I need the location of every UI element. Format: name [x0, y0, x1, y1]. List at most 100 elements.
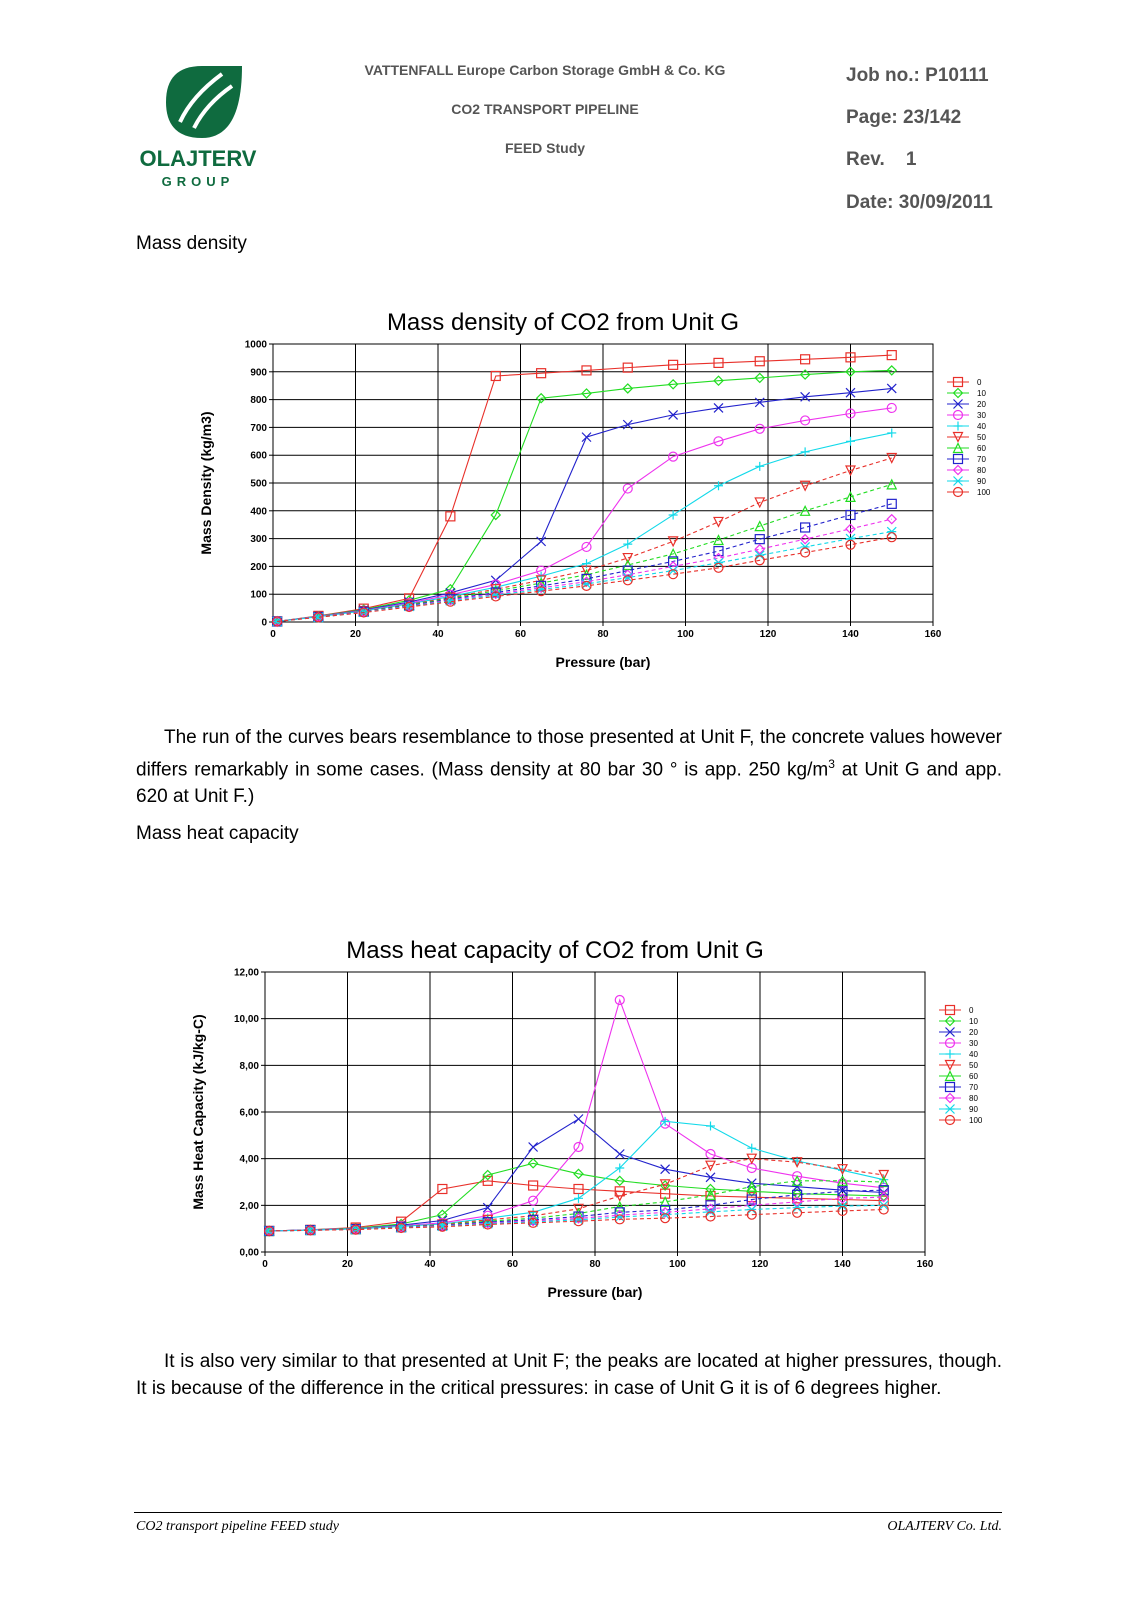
chart-grid — [269, 343, 934, 626]
legend-marker — [945, 1104, 955, 1114]
data-point — [445, 511, 456, 522]
data-point — [713, 552, 724, 564]
data-point — [272, 616, 283, 627]
series-40 — [272, 428, 897, 626]
header-project: CO2 TRANSPORT PIPELINE — [451, 101, 639, 117]
data-point — [845, 523, 856, 535]
data-point — [713, 534, 724, 546]
y-tick-label: 2,00 — [240, 1201, 260, 1212]
chart-legend: 0 10 20 30 40 50 60 70 80 90 100 — [947, 376, 991, 498]
y-tick-label: 800 — [250, 395, 267, 406]
x-tick-label: 80 — [589, 1259, 601, 1270]
data-point — [845, 509, 856, 521]
data-point — [746, 1194, 757, 1205]
data-point — [659, 1195, 671, 1207]
y-tick-label: 200 — [250, 562, 267, 573]
data-point — [713, 403, 724, 413]
x-tick-label: 140 — [842, 629, 859, 640]
data-point — [886, 452, 898, 464]
data-point — [705, 1183, 716, 1195]
section-heading-mass-density: Mass density — [136, 233, 247, 254]
data-point — [622, 569, 634, 581]
paragraph-heat-capacity-comment: It is also very similar to that presente… — [136, 1351, 1002, 1399]
data-point — [614, 1175, 626, 1187]
data-point — [536, 586, 547, 597]
paragraph-density-comment: The run of the curves bears resemblance … — [136, 724, 1002, 810]
legend-label: 40 — [977, 422, 986, 431]
data-point — [705, 1188, 716, 1200]
header-job-number: Job no.: P10111 — [846, 65, 989, 86]
company-logo: OLAJTERV GROUP — [140, 66, 257, 189]
data-point — [667, 378, 679, 390]
legend-marker — [952, 464, 964, 476]
y-tick-label: 100 — [250, 590, 267, 601]
data-point — [490, 591, 501, 602]
paragraph-density-text-b: at Unit G and app. 620 at Unit F.) — [136, 759, 1002, 808]
legend-label: 50 — [969, 1061, 978, 1070]
legend-marker — [944, 1114, 956, 1126]
data-point — [886, 513, 898, 525]
chart-legend: 0 10 20 30 40 50 60 70 80 90 100 — [939, 1004, 983, 1126]
y-tick-label: 300 — [250, 534, 267, 545]
data-point — [791, 1174, 803, 1186]
data-point — [403, 600, 415, 612]
series-line — [277, 432, 892, 622]
legend-label: 70 — [969, 1083, 978, 1092]
data-point — [614, 1212, 625, 1222]
data-point — [754, 497, 766, 509]
legend-marker — [953, 421, 963, 431]
x-axis-label: Pressure (bar) — [548, 1284, 643, 1300]
data-point — [800, 415, 811, 426]
data-point — [574, 1193, 583, 1203]
data-point — [886, 498, 897, 509]
data-point — [886, 350, 897, 361]
series-line — [277, 536, 892, 622]
data-point — [536, 584, 547, 595]
data-point — [668, 409, 679, 420]
paragraph-density-text-a: The run of the curves bears resemblance … — [136, 727, 1002, 781]
y-tick-label: 1000 — [245, 340, 268, 351]
legend-marker — [952, 409, 964, 421]
legend-marker — [952, 442, 964, 454]
data-point — [837, 1164, 848, 1176]
header-study: FEED Study — [504, 140, 586, 156]
data-point — [622, 383, 634, 394]
data-point — [713, 516, 724, 528]
data-point — [536, 580, 547, 591]
data-point — [573, 1216, 584, 1227]
data-point — [754, 356, 765, 367]
data-point — [622, 575, 633, 586]
data-point — [490, 590, 501, 600]
data-point — [445, 596, 456, 607]
data-point — [713, 562, 724, 573]
chart-title: Mass density of CO2 from Unit G — [387, 309, 739, 336]
data-point — [660, 1164, 671, 1175]
data-point — [845, 352, 856, 363]
legend-marker — [944, 1059, 956, 1071]
data-point — [535, 575, 547, 587]
data-point — [705, 1211, 716, 1222]
y-axis-label: Mass Heat Capacity (kJ/kg-C) — [190, 1014, 206, 1209]
data-point — [754, 543, 766, 555]
x-tick-label: 20 — [342, 1259, 354, 1270]
data-point — [845, 491, 856, 502]
data-point — [705, 1160, 716, 1172]
data-point — [622, 552, 634, 564]
legend-label: 0 — [977, 378, 982, 387]
data-point — [845, 366, 856, 378]
x-tick-label: 40 — [424, 1259, 436, 1270]
data-point — [713, 436, 724, 447]
x-tick-label: 140 — [834, 1259, 851, 1270]
x-axis-label: Pressure (bar) — [556, 654, 651, 670]
series-line — [269, 1180, 884, 1232]
data-point — [800, 542, 811, 552]
footer-right: OLAJTERV Co. Ltd. — [887, 1519, 1002, 1534]
x-tick-label: 60 — [515, 629, 527, 640]
series-line — [277, 457, 892, 622]
data-point — [350, 1224, 361, 1235]
data-point — [667, 536, 679, 548]
data-point — [845, 539, 856, 550]
x-tick-label: 100 — [677, 629, 694, 640]
chart-title: Mass heat capacity of CO2 from Unit G — [346, 937, 763, 964]
legend-label: 80 — [969, 1094, 978, 1103]
